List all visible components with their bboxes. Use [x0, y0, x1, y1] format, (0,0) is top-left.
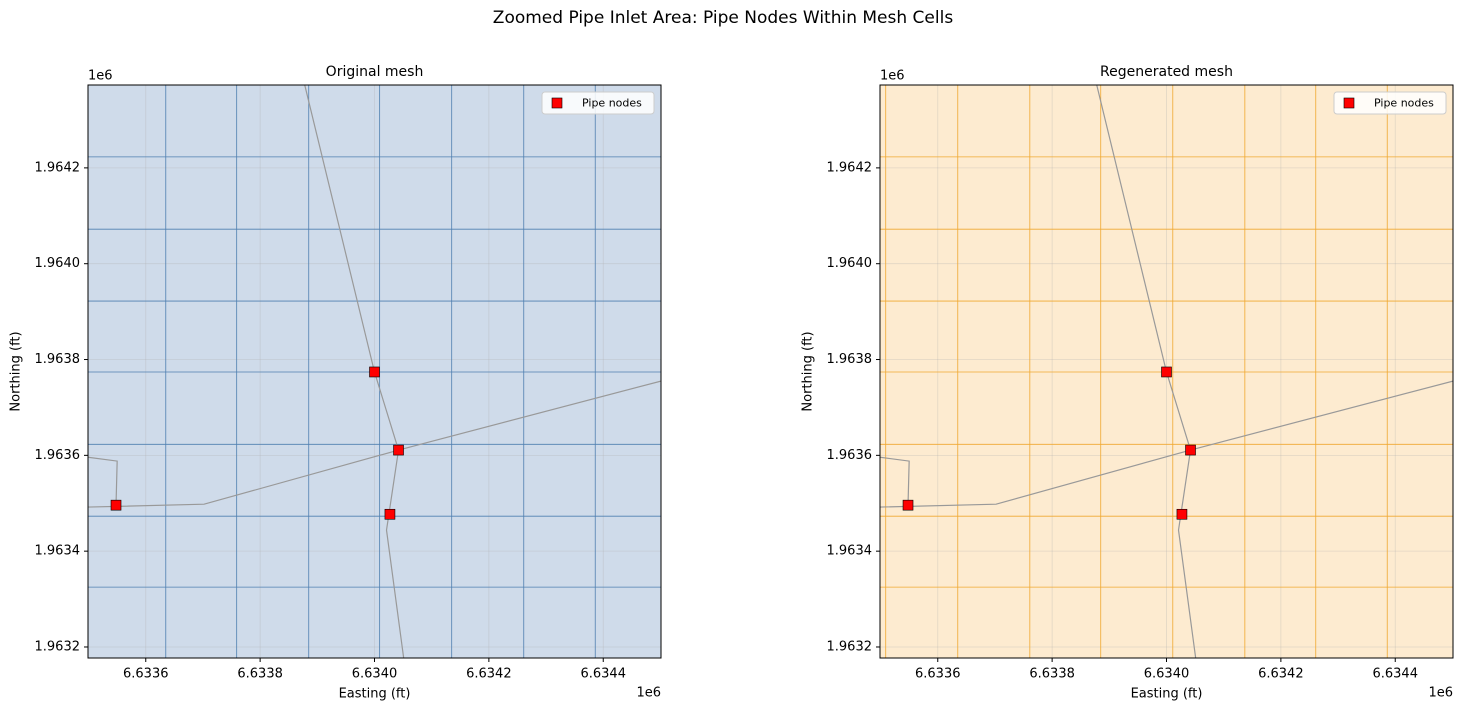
y-tick-label: 1.9640	[35, 256, 81, 271]
pipe-node	[384, 508, 396, 520]
y-tick-label: 1.9636	[827, 448, 873, 463]
x-offset-label: 1e6	[636, 686, 661, 701]
y-tick-label: 1.9634	[35, 544, 81, 559]
pipe-line	[880, 456, 910, 506]
x-tick-label: 6.6340	[352, 667, 398, 682]
y-axis-label: Northing (ft)	[9, 331, 24, 411]
pipe-node	[1161, 366, 1172, 378]
y-tick-label: 1.9638	[827, 352, 873, 367]
legend-marker	[1343, 97, 1355, 109]
plot-area	[880, 85, 1453, 658]
pipe-node	[110, 499, 122, 511]
pipe-node	[902, 499, 914, 511]
x-tick-label: 6.6336	[123, 667, 169, 682]
legend-box	[541, 91, 655, 115]
x-tick-label: 6.6338	[1029, 667, 1075, 682]
x-tick-label: 6.6338	[237, 667, 283, 682]
x-axis-label: Easting (ft)	[1131, 687, 1203, 702]
figure-title: Zoomed Pipe Inlet Area: Pipe Nodes Withi…	[493, 8, 954, 28]
y-tick-label: 1.9632	[827, 639, 873, 654]
y-tick-label: 1.9642	[35, 160, 81, 175]
y-offset-label: 1e6	[88, 69, 113, 84]
x-tick-label: 6.6336	[915, 667, 961, 682]
y-tick-label: 1.9638	[35, 352, 81, 367]
pipe-line	[88, 456, 118, 506]
pipe-node	[393, 444, 404, 456]
y-tick-label: 1.9634	[827, 544, 873, 559]
y-tick-label: 1.9632	[35, 639, 81, 654]
legend-marker	[551, 97, 563, 109]
x-tick-label: 6.6340	[1144, 667, 1190, 682]
x-tick-label: 6.6342	[1258, 667, 1304, 682]
x-tick-label: 6.6344	[580, 667, 626, 682]
legend-label: Pipe nodes	[582, 97, 642, 110]
y-tick-label: 1.9636	[35, 448, 81, 463]
pipe-node	[369, 366, 380, 378]
axes-title: Regenerated mesh	[1100, 64, 1233, 80]
legend-box	[1333, 91, 1447, 115]
pipe-line	[880, 380, 1453, 508]
pipe-node	[1185, 444, 1196, 456]
x-tick-label: 6.6344	[1372, 667, 1418, 682]
pipe-node	[1176, 508, 1188, 520]
axes-title: Original mesh	[326, 64, 424, 80]
y-offset-label: 1e6	[880, 69, 905, 84]
y-tick-label: 1.9642	[827, 160, 873, 175]
y-tick-label: 1.9640	[827, 256, 873, 271]
pipe-line	[88, 380, 661, 508]
x-offset-label: 1e6	[1428, 686, 1453, 701]
plot-area	[88, 85, 661, 658]
y-axis-label: Northing (ft)	[801, 331, 816, 411]
x-axis-label: Easting (ft)	[339, 687, 411, 702]
legend-label: Pipe nodes	[1374, 97, 1434, 110]
x-tick-label: 6.6342	[466, 667, 512, 682]
